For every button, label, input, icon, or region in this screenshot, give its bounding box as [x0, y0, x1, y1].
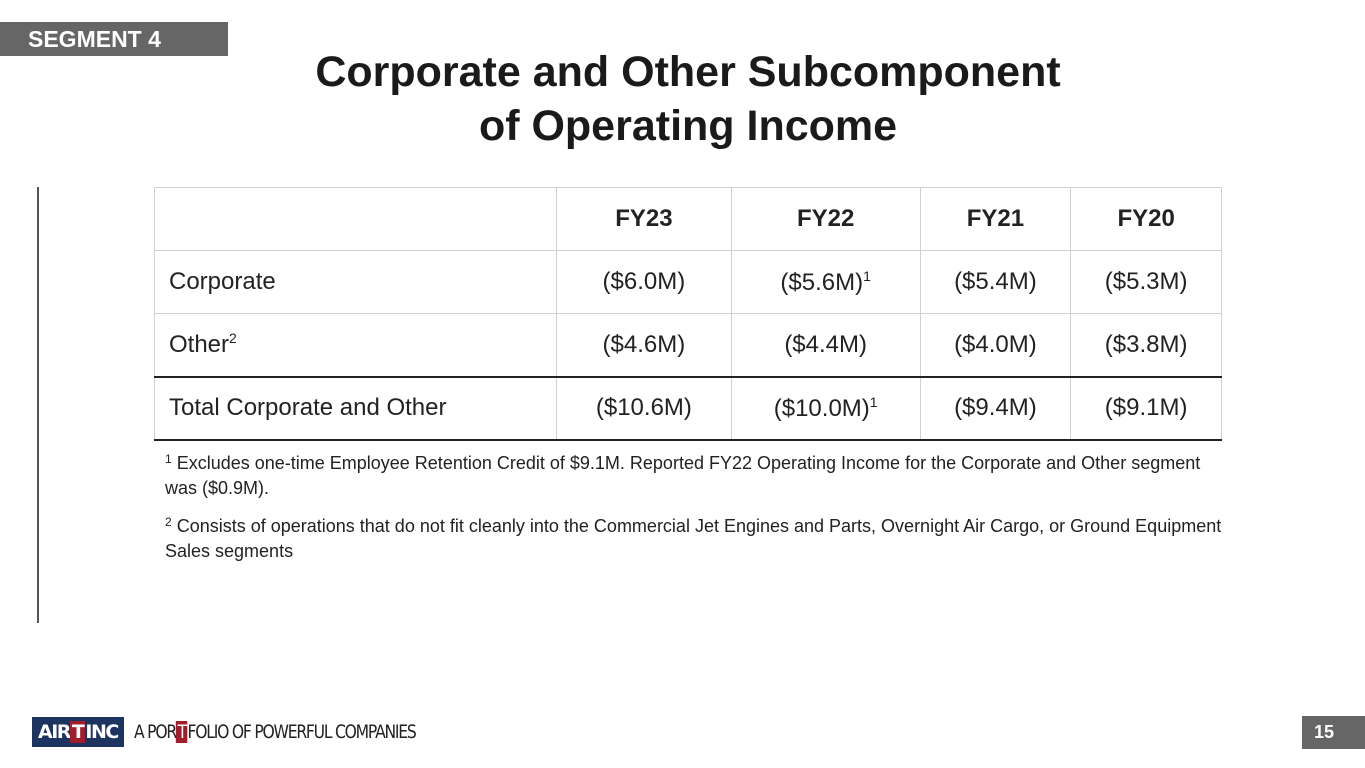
table-row: Corporate ($6.0M) ($5.6M)1 ($5.4M) ($5.3…	[154, 250, 1222, 314]
title-line-2: of Operating Income	[478, 102, 898, 150]
title-line-1: Corporate and Other Subcomponent	[315, 48, 1061, 96]
table-row-total: Total Corporate and Other ($10.6M) ($10.…	[154, 375, 1222, 441]
table-row: Other2 ($4.6M) ($4.4M) ($4.0M) ($3.8M)	[154, 313, 1222, 377]
cell: ($9.1M)	[1070, 375, 1222, 441]
cell: ($9.4M)	[919, 375, 1072, 441]
header-cell: FY20	[1070, 187, 1222, 251]
header-cell: FY21	[919, 187, 1072, 251]
cell: ($3.8M)	[1070, 313, 1222, 377]
financial-table: FY23 FY22 FY21 FY20 Corporate ($6.0M) ($…	[154, 187, 1222, 441]
header-cell: FY22	[730, 187, 921, 251]
cell: ($4.4M)	[730, 313, 921, 377]
row-label: Total Corporate and Other	[154, 375, 557, 441]
cell: ($5.3M)	[1070, 250, 1222, 314]
page-title: Corporate and Other Subcomponent of Oper…	[250, 45, 1126, 153]
header-cell: FY23	[556, 187, 732, 251]
cell: ($10.0M)1	[730, 375, 921, 441]
cell: ($6.0M)	[556, 250, 732, 314]
cell: ($4.0M)	[919, 313, 1072, 377]
cell: ($5.6M)1	[730, 250, 921, 314]
table-header-row: FY23 FY22 FY21 FY20	[154, 187, 1222, 251]
row-label: Other2	[154, 313, 557, 377]
divider	[37, 187, 39, 623]
cell: ($10.6M)	[556, 375, 732, 441]
tagline: A POR T FOLIO OF POWERFUL COMPANIES	[133, 721, 417, 743]
cell: ($4.6M)	[556, 313, 732, 377]
footnote-1: 1 Excludes one-time Employee Retention C…	[165, 452, 1201, 498]
segment-label: SEGMENT 4	[0, 22, 228, 56]
page-number: 15	[1302, 716, 1365, 749]
row-label: Corporate	[154, 250, 557, 314]
airt-logo-box: AIR T INC	[32, 717, 124, 747]
header-cell	[154, 187, 557, 251]
footnote-2: 2 Consists of operations that do not fit…	[165, 515, 1222, 561]
company-logo: AIR T INC A POR T FOLIO OF POWERFUL COMPANIE…	[32, 717, 477, 747]
cell: ($5.4M)	[919, 250, 1072, 314]
